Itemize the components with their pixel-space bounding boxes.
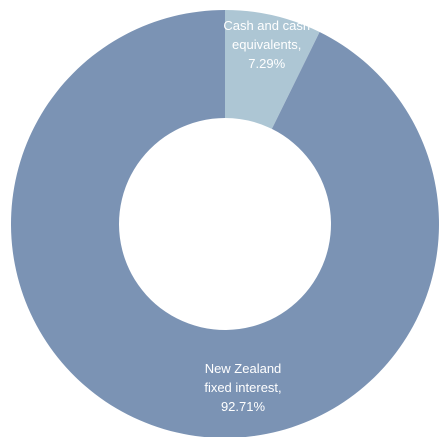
slice-label-line: equivalents, <box>232 37 301 52</box>
slice-label-2: New Zealand fixed interest, 92.71% <box>204 361 281 414</box>
slice-label-line: 7.29% <box>248 56 285 71</box>
slice-label-1: Cash and cash equivalents, 7.29% <box>223 18 310 71</box>
slice-label-line: Cash and cash <box>223 18 310 33</box>
donut-slice-2 <box>11 10 439 437</box>
slice-label-line: 92.71% <box>221 399 266 414</box>
slice-labels: Cash and cash equivalents, 7.29% New Zealan… <box>204 18 310 414</box>
slice-label-line: New Zealand <box>205 361 282 376</box>
donut-slices <box>11 10 439 437</box>
slice-label-line: fixed interest, <box>204 380 281 395</box>
donut-slice-1 <box>225 10 320 129</box>
